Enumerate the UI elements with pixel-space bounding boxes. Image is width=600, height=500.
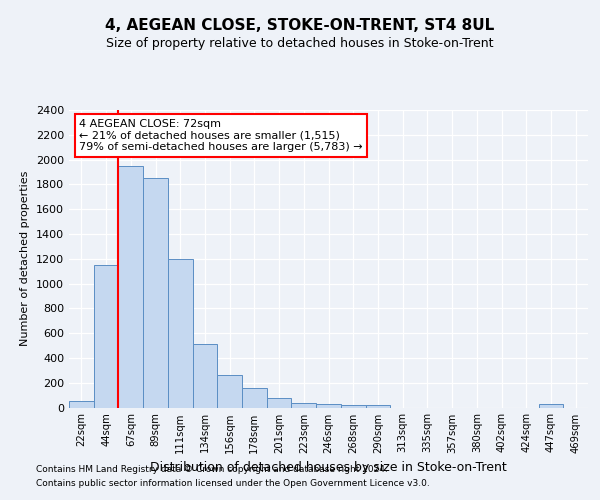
Text: Contains public sector information licensed under the Open Government Licence v3: Contains public sector information licen…: [36, 479, 430, 488]
Bar: [365, 405, 390, 407]
Bar: [168, 259, 193, 408]
Bar: [69, 402, 94, 407]
Text: Contains HM Land Registry data © Crown copyright and database right 2024.: Contains HM Land Registry data © Crown c…: [36, 466, 388, 474]
Text: 4 AEGEAN CLOSE: 72sqm
← 21% of detached houses are smaller (1,515)
79% of semi-d: 4 AEGEAN CLOSE: 72sqm ← 21% of detached …: [79, 119, 363, 152]
Bar: [217, 376, 242, 408]
Bar: [292, 402, 316, 407]
Bar: [242, 388, 267, 407]
Bar: [118, 166, 143, 408]
Bar: [143, 178, 168, 408]
Bar: [267, 398, 292, 407]
Text: 4, AEGEAN CLOSE, STOKE-ON-TRENT, ST4 8UL: 4, AEGEAN CLOSE, STOKE-ON-TRENT, ST4 8UL: [106, 18, 494, 32]
Text: Size of property relative to detached houses in Stoke-on-Trent: Size of property relative to detached ho…: [106, 38, 494, 51]
Bar: [316, 404, 341, 407]
Bar: [539, 404, 563, 407]
Bar: [94, 265, 118, 408]
Bar: [193, 344, 217, 408]
X-axis label: Distribution of detached houses by size in Stoke-on-Trent: Distribution of detached houses by size …: [150, 461, 507, 474]
Y-axis label: Number of detached properties: Number of detached properties: [20, 171, 31, 346]
Bar: [341, 405, 365, 407]
